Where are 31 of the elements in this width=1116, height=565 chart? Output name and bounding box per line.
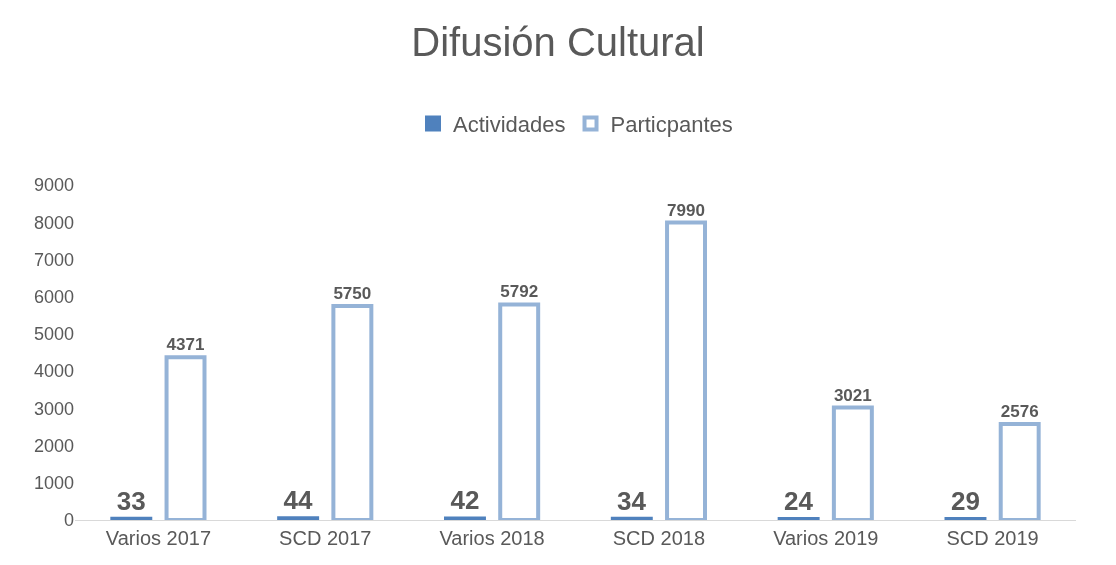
y-tick-label: 2000: [33, 435, 74, 456]
data-label: 5792: [500, 282, 539, 302]
data-label: 29: [951, 485, 980, 516]
x-tick-label: Varios 2018: [439, 527, 545, 549]
data-label: 2576: [1000, 402, 1039, 422]
x-tick-label: Varios 2017: [105, 527, 212, 549]
data-label: 42: [450, 485, 480, 516]
data-label: 7990: [667, 200, 705, 220]
data-label: 24: [783, 486, 814, 517]
chart-title: Difusión Cultural: [411, 20, 705, 65]
y-tick-label: 7000: [33, 249, 74, 270]
data-label: 44: [283, 485, 313, 516]
y-tick-label: 6000: [33, 286, 74, 307]
y-tick-label: 5000: [33, 324, 74, 345]
y-tick-label: 9000: [33, 175, 74, 196]
x-tick-label: SCD 2017: [279, 527, 372, 549]
x-tick-label: SCD 2018: [612, 527, 706, 549]
legend-label: Actividades: [453, 112, 566, 138]
x-tick-label: Varios 2019: [773, 527, 879, 549]
y-tick-label: 3000: [33, 398, 74, 419]
data-label: 33: [116, 485, 146, 516]
x-tick-label: SCD 2019: [946, 527, 1039, 549]
data-label: 34: [617, 485, 647, 516]
data-label: 3021: [833, 385, 872, 405]
y-tick-label: 4000: [33, 361, 74, 382]
data-label: 4371: [166, 335, 205, 355]
y-tick-label: 1000: [33, 473, 74, 494]
data-label: 5750: [333, 284, 372, 304]
y-tick-label: 0: [63, 510, 74, 531]
legend-label: Particpantes: [610, 112, 733, 138]
y-tick-label: 8000: [33, 212, 74, 233]
